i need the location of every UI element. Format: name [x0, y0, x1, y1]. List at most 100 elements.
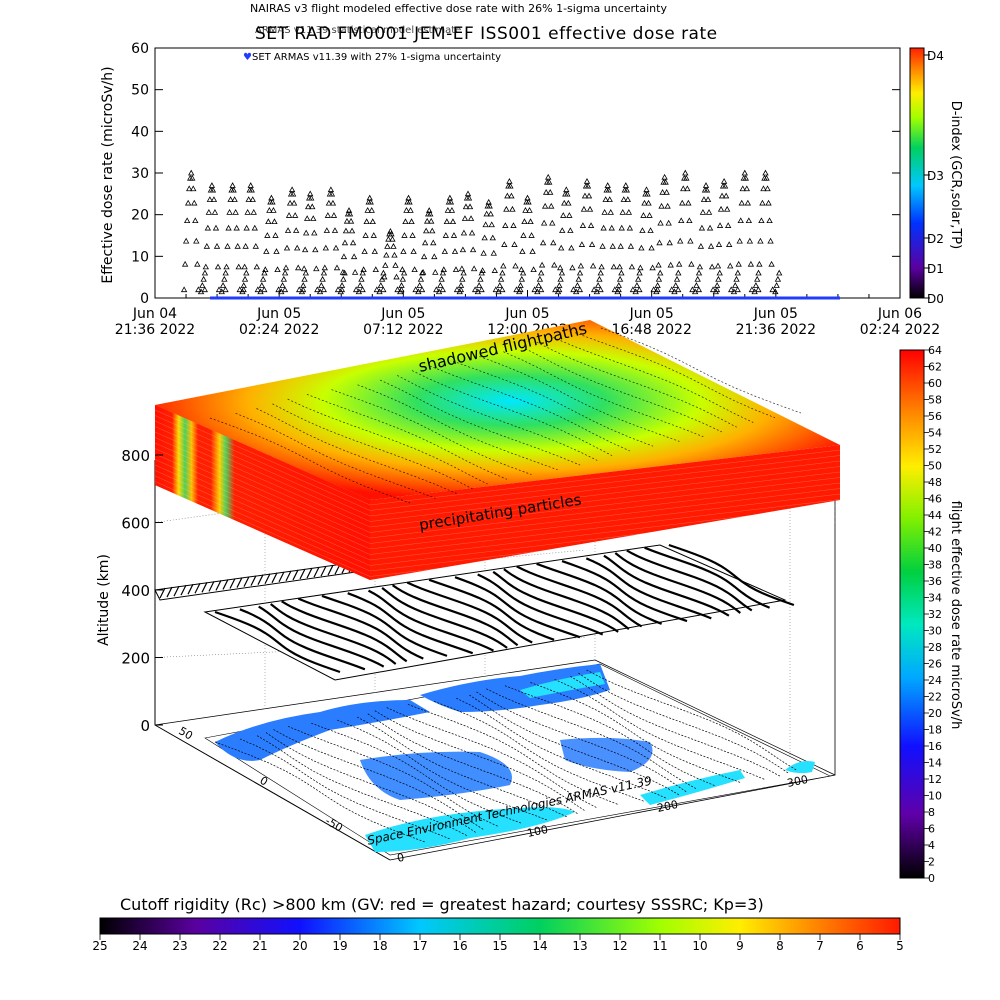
dose-point — [757, 237, 764, 244]
dose-point — [485, 198, 492, 205]
orbit-track-back — [201, 582, 208, 593]
dose-point — [181, 260, 189, 267]
slab-track — [287, 398, 488, 485]
dose-point — [437, 282, 444, 288]
dose-point — [565, 199, 572, 206]
dose-point — [253, 263, 260, 270]
dose-point — [708, 263, 716, 270]
dose-point — [470, 265, 478, 272]
dose-point — [400, 248, 407, 254]
dose-point — [334, 286, 342, 293]
colorbar-tick-label: 32 — [928, 608, 942, 621]
dose-point — [249, 196, 256, 202]
dose-point — [243, 224, 250, 231]
slab-stripe — [369, 510, 841, 566]
dose-point — [727, 262, 734, 269]
ground-track — [570, 676, 781, 777]
dose-point — [548, 202, 555, 209]
dose-point — [461, 215, 469, 221]
dose-point — [215, 286, 223, 293]
dose-point — [628, 263, 636, 270]
dose-point — [513, 286, 520, 293]
orbit-track — [381, 587, 508, 649]
orbit-track-back — [173, 585, 180, 597]
orbit-track-back — [180, 584, 187, 596]
dose-point — [406, 198, 413, 205]
dose-point — [264, 232, 271, 238]
dose-point — [500, 262, 507, 269]
dose-point — [320, 286, 327, 293]
dose-point — [650, 286, 657, 293]
landmass-south-lowlat — [640, 770, 745, 805]
dose-point — [221, 275, 228, 282]
dose-point — [709, 286, 717, 293]
dose-point — [388, 230, 395, 237]
dose-point — [321, 264, 328, 271]
dose-point — [325, 199, 333, 206]
dose-point — [767, 237, 774, 244]
dose-point — [538, 261, 546, 268]
dose-point — [754, 275, 761, 282]
orbit-track — [503, 568, 630, 630]
dose-point — [417, 275, 425, 282]
dose-point — [285, 212, 293, 218]
orbit-track-back — [278, 571, 285, 583]
dose-point — [479, 267, 486, 273]
dose-point — [649, 264, 656, 271]
colorbar-tick-label: 4 — [928, 839, 935, 852]
dose-point — [601, 209, 608, 215]
dose-point — [313, 265, 320, 272]
dose-point — [327, 186, 335, 193]
dose-point — [272, 232, 279, 238]
dose-point — [682, 169, 689, 176]
dose-point — [695, 286, 703, 293]
colorbar-tick-label: 56 — [928, 410, 942, 423]
dose-point — [657, 269, 664, 276]
dose-point — [400, 269, 408, 276]
dose-point — [304, 203, 312, 210]
dose-point — [233, 224, 240, 231]
orbit-track — [347, 592, 474, 655]
dose-point — [706, 224, 714, 231]
dose-point — [580, 205, 588, 212]
dose-point — [438, 275, 445, 282]
slab-stripe — [154, 415, 371, 511]
slab-track — [235, 412, 436, 499]
ground-track — [239, 738, 451, 840]
rigidity-tick-label: 7 — [816, 939, 824, 953]
dose-point — [236, 286, 243, 293]
dose-point — [475, 282, 483, 288]
dose-point — [574, 282, 581, 288]
dose-point — [639, 227, 646, 233]
ground-track — [456, 697, 667, 799]
dose-point — [618, 269, 625, 276]
dose-point — [570, 286, 577, 293]
dose-point — [716, 269, 723, 276]
altitude-tick-label: 0 — [140, 717, 150, 735]
dose-point — [212, 224, 220, 231]
dose-point — [766, 217, 773, 224]
dose-point — [686, 217, 693, 224]
dose-rate-gradient — [899, 349, 925, 879]
dose-point — [624, 196, 632, 202]
dose-point — [372, 266, 379, 273]
dose-point — [402, 218, 409, 225]
orbit-track-back — [187, 583, 194, 595]
dose-point — [361, 248, 368, 254]
dose-point — [329, 199, 337, 206]
dose-point — [281, 269, 289, 276]
slab-top — [155, 320, 840, 500]
orbit-track-back — [229, 578, 236, 589]
dose-point — [251, 224, 258, 231]
dose-point — [384, 243, 391, 249]
dose-point — [259, 275, 267, 282]
dose-point — [432, 269, 439, 275]
dose-point — [504, 192, 511, 199]
dose-point — [714, 262, 722, 269]
dose-point — [703, 186, 711, 193]
dose-point — [261, 286, 268, 293]
slab-stripe — [369, 504, 841, 561]
landmass-arctic — [520, 672, 605, 698]
d-tick-label: D4 — [927, 49, 944, 63]
dose-point — [501, 241, 508, 247]
